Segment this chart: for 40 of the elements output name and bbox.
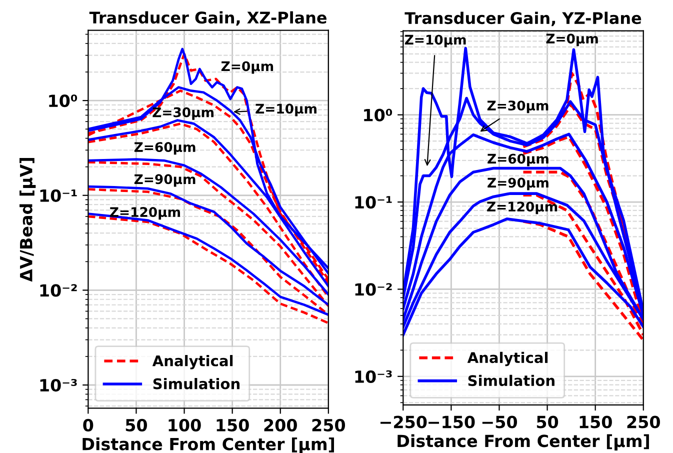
x-tick-label: 100 xyxy=(168,418,201,432)
annotation: Z=120µm xyxy=(487,202,558,214)
y-tick-label: 10⁰ xyxy=(364,108,392,122)
y-tick-label: 10⁻³ xyxy=(355,370,392,383)
x-tick-label: 250 xyxy=(312,418,346,432)
annotation: Z=30µm xyxy=(152,107,214,120)
legend-label: Analytical xyxy=(467,352,548,366)
x-axis-title: Distance From Center [µm] xyxy=(398,434,649,450)
y-tick-label: 10⁻³ xyxy=(40,378,77,392)
annotation: Z=90µm xyxy=(134,174,196,187)
annotation: Z=60µm xyxy=(488,154,548,166)
chart-title: Transducer Gain, YZ-Plane xyxy=(404,12,642,26)
x-tick-label: 150 xyxy=(216,418,249,432)
annotation: Z=0µm xyxy=(221,61,274,74)
annotation: Z=10µm xyxy=(404,34,466,48)
x-tick-label: 50 xyxy=(126,418,148,432)
x-tick-label: −50 xyxy=(482,416,518,428)
annotation: Z=120µm xyxy=(110,207,180,220)
x-tick-label: 150 xyxy=(580,416,612,428)
y-tick-label: 10⁻² xyxy=(355,283,392,296)
legend-label: Simulation xyxy=(153,378,240,390)
x-tick-label: 200 xyxy=(264,418,297,432)
y-tick-label: 10⁻¹ xyxy=(40,189,77,202)
y-tick-label: 10⁻¹ xyxy=(355,196,392,209)
x-tick-label: 250 xyxy=(627,416,660,428)
annotation: Z=60µm xyxy=(134,142,196,155)
annotation: Z=0µm xyxy=(546,34,598,46)
y-tick-label: 10⁰ xyxy=(49,94,78,108)
y-axis-title: ΔV/Bead [µV] xyxy=(20,158,36,282)
x-tick-label: 50 xyxy=(536,416,558,428)
y-tick-label: 10⁻² xyxy=(40,284,77,297)
x-tick-label: −250 xyxy=(380,416,427,428)
legend-label: Analytical xyxy=(152,355,233,370)
legend-label: Simulation xyxy=(468,374,554,386)
annotation: Z=30µm xyxy=(487,100,548,114)
chart-title: Transducer Gain, XZ-Plane xyxy=(89,11,327,26)
x-tick-label: 0 xyxy=(83,418,94,432)
annotation: Z=10µm xyxy=(256,104,316,116)
x-tick-label: −150 xyxy=(428,416,475,428)
annotation: Z=90µm xyxy=(488,178,548,190)
